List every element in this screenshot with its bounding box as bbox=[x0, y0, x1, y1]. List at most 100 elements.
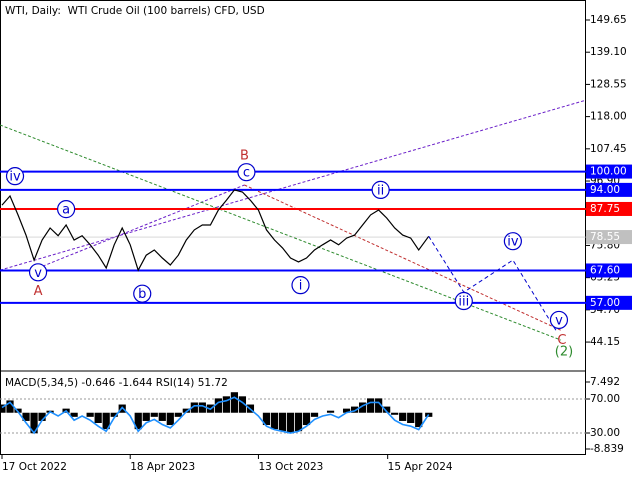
y-tick-label: 30.00 bbox=[590, 427, 620, 439]
macd-bar bbox=[110, 412, 118, 417]
trendline bbox=[0, 99, 587, 271]
macd-bar bbox=[367, 398, 375, 413]
current-price-box bbox=[586, 230, 632, 245]
macd-bar bbox=[383, 406, 391, 413]
macd-bar bbox=[182, 408, 190, 413]
wave-label: v bbox=[34, 266, 42, 281]
wave-label: C bbox=[557, 333, 566, 348]
macd-bar bbox=[166, 412, 174, 426]
macd-bar bbox=[238, 396, 247, 413]
y-tick-label: 149.65 bbox=[590, 14, 627, 26]
level-label: 87.75 bbox=[590, 203, 620, 215]
y-tick-label: 107.45 bbox=[590, 143, 627, 155]
macd-bar bbox=[278, 412, 287, 432]
macd-bar bbox=[6, 400, 14, 413]
chart-title: WTI, Daily: WTI Crude Oil (100 barrels) … bbox=[5, 5, 265, 17]
wave-circle bbox=[291, 276, 310, 295]
x-tick-label: 18 Apr 2023 bbox=[130, 461, 195, 473]
y-tick-label: 139.10 bbox=[590, 46, 627, 58]
indicator-title: MACD(5,34,5) -0.646 -1.644 RSI(14) 51.72 bbox=[5, 377, 228, 389]
level-label: 100.00 bbox=[590, 166, 627, 178]
wave-label: i bbox=[299, 279, 303, 294]
y-tick-label: 128.55 bbox=[590, 78, 627, 90]
price-line bbox=[1, 189, 430, 272]
plot-frame bbox=[0, 0, 586, 455]
y-tick-label: 44.15 bbox=[590, 336, 620, 348]
wave-circle bbox=[5, 167, 25, 186]
level-label-box bbox=[586, 164, 632, 179]
wave-label: iv bbox=[9, 170, 21, 185]
trendline bbox=[37, 184, 245, 269]
wave-circle bbox=[371, 180, 390, 199]
macd-bar bbox=[22, 412, 30, 421]
level-label: 57.00 bbox=[590, 297, 620, 309]
macd-bar bbox=[190, 402, 198, 413]
macd-bar bbox=[142, 412, 150, 421]
y-tick-label: 118.00 bbox=[590, 111, 627, 123]
current-price-label: 78.55 bbox=[590, 231, 620, 243]
wave-circle bbox=[454, 291, 473, 311]
macd-bar bbox=[302, 412, 311, 426]
wave-label: B bbox=[240, 149, 249, 164]
macd-bar bbox=[326, 410, 335, 413]
macd-bar bbox=[391, 412, 399, 415]
wave-circle bbox=[133, 284, 152, 303]
rsi-line bbox=[1, 396, 430, 435]
macd-bar bbox=[310, 412, 319, 417]
level-label-box bbox=[586, 182, 632, 197]
macd-bar bbox=[294, 412, 303, 432]
level-label: 94.00 bbox=[590, 184, 620, 196]
macd-bar bbox=[407, 412, 415, 423]
y2-tick-label: -8.839 bbox=[590, 443, 624, 455]
wave-label: iv bbox=[507, 235, 519, 250]
wave-label: (2) bbox=[555, 345, 573, 360]
macd-bar bbox=[359, 402, 367, 413]
level-label-box bbox=[586, 295, 632, 310]
y-tick-label: 70.00 bbox=[590, 393, 620, 405]
macd-bar bbox=[415, 412, 423, 428]
macd-bar bbox=[150, 412, 158, 417]
level-label-box bbox=[586, 263, 632, 278]
wave-label: A bbox=[34, 284, 43, 299]
macd-bar bbox=[174, 412, 182, 417]
wave-label: iii bbox=[458, 295, 469, 310]
macd-bar bbox=[86, 412, 94, 417]
wave-circle bbox=[28, 263, 48, 282]
wave-label: b bbox=[138, 287, 146, 302]
wave-label: a bbox=[62, 203, 70, 218]
macd-bar bbox=[38, 412, 46, 421]
macd-bar bbox=[134, 412, 142, 430]
wave-label: ii bbox=[377, 183, 384, 198]
macd-bar bbox=[342, 408, 351, 413]
wave-label: v bbox=[555, 313, 563, 328]
macd-bar bbox=[286, 412, 295, 434]
macd-bar bbox=[222, 396, 230, 413]
trendline bbox=[244, 184, 562, 331]
macd-bar bbox=[70, 412, 78, 417]
wave-label: c bbox=[243, 166, 250, 181]
macd-bar bbox=[350, 406, 359, 413]
macd-bar bbox=[198, 402, 206, 413]
wave-circle bbox=[549, 310, 569, 330]
level-label: 67.60 bbox=[590, 264, 620, 276]
macd-bar bbox=[214, 398, 222, 413]
macd-bar bbox=[0, 404, 6, 413]
x-tick-label: 13 Oct 2023 bbox=[258, 461, 323, 473]
y2-tick-label: 7.492 bbox=[590, 376, 620, 388]
macd-bar bbox=[375, 398, 383, 413]
macd-bar bbox=[158, 412, 166, 421]
macd-bar bbox=[270, 412, 279, 430]
macd-bar bbox=[399, 412, 407, 421]
macd-bar bbox=[94, 412, 102, 423]
macd-bar bbox=[262, 412, 271, 426]
level-label-box bbox=[586, 201, 632, 216]
macd-bar bbox=[230, 392, 239, 413]
wave-circle bbox=[503, 232, 522, 251]
x-tick-label: 15 Apr 2024 bbox=[388, 461, 453, 473]
wave-circle bbox=[57, 200, 76, 219]
macd-bar bbox=[30, 412, 38, 434]
x-tick-label: 17 Oct 2022 bbox=[2, 461, 67, 473]
wave-circle bbox=[237, 163, 256, 182]
macd-bar bbox=[102, 412, 110, 430]
